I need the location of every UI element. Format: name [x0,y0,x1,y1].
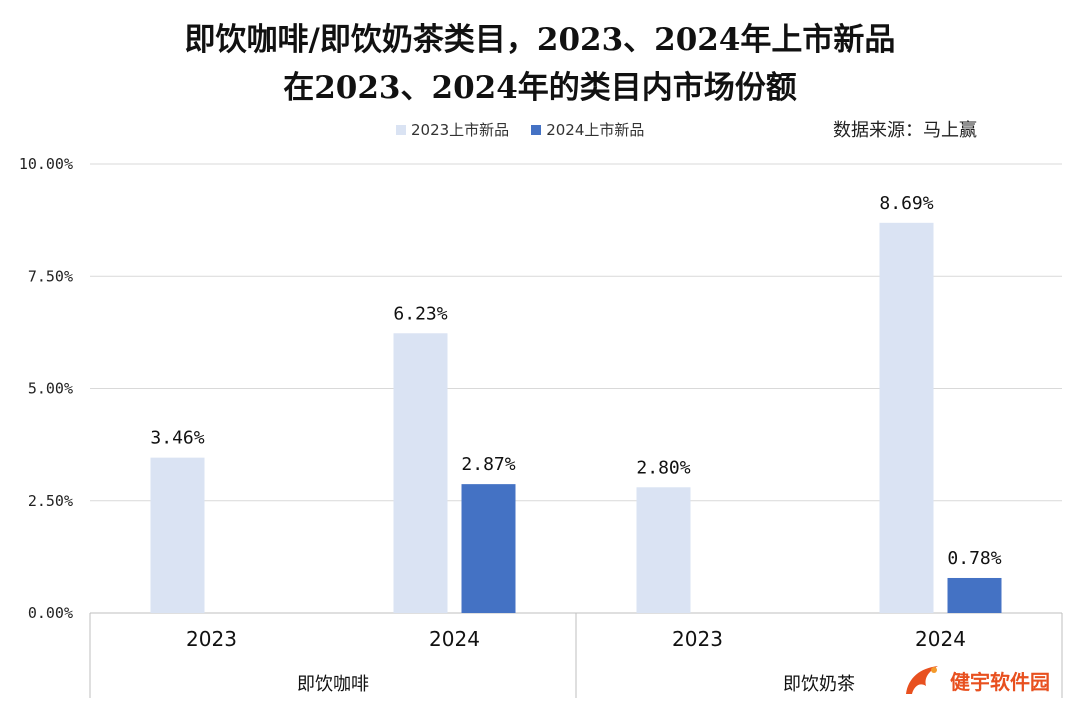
x-category-label: 2023 [186,627,237,651]
x-category-label: 2023 [672,627,723,651]
chart-title-line1: 即饮咖啡/即饮奶茶类目，2023、2024年上市新品 [184,22,896,58]
x-category-label: 2024 [915,627,966,651]
bar [393,333,448,613]
x-group-label: 即饮奶茶 [783,674,855,695]
data-label: 0.78% [947,548,1001,569]
data-label: 3.46% [150,428,204,449]
watermark-logo-icon [906,666,938,694]
bar [947,577,1002,613]
legend-item-2024: 2024上市新品 [531,119,644,140]
y-tick-label: 0.00% [28,604,73,622]
watermark: 健宇软件园 [900,660,1050,700]
watermark-text: 健宇软件园 [950,669,1050,694]
legend-label-2024: 2024上市新品 [546,121,645,139]
data-label: 8.69% [879,193,933,214]
legend-label-2023: 2023上市新品 [411,121,510,139]
y-tick-label: 10.00% [19,155,73,173]
bar [879,222,934,613]
legend-item-2023: 2023上市新品 [396,119,509,140]
legend-swatch-2024 [531,124,542,135]
bar [461,484,516,613]
data-label: 2.80% [636,457,690,478]
x-category-label: 2024 [429,627,480,651]
chart-title-line2: 在2023、2024年的类目内市场份额 [283,70,797,106]
y-tick-label: 7.50% [28,267,73,285]
x-group-label: 即饮咖啡 [297,674,369,695]
data-label: 2.87% [461,454,515,475]
chart-legend: 2023上市新品 2024上市新品 [396,119,666,140]
data-label: 6.23% [393,303,447,324]
y-tick-label: 2.50% [28,492,73,510]
data-source: 数据来源：马上赢 [833,120,977,141]
y-tick-label: 5.00% [28,380,73,398]
legend-swatch-2023 [396,124,406,135]
bar [150,457,205,613]
bar [636,487,691,613]
